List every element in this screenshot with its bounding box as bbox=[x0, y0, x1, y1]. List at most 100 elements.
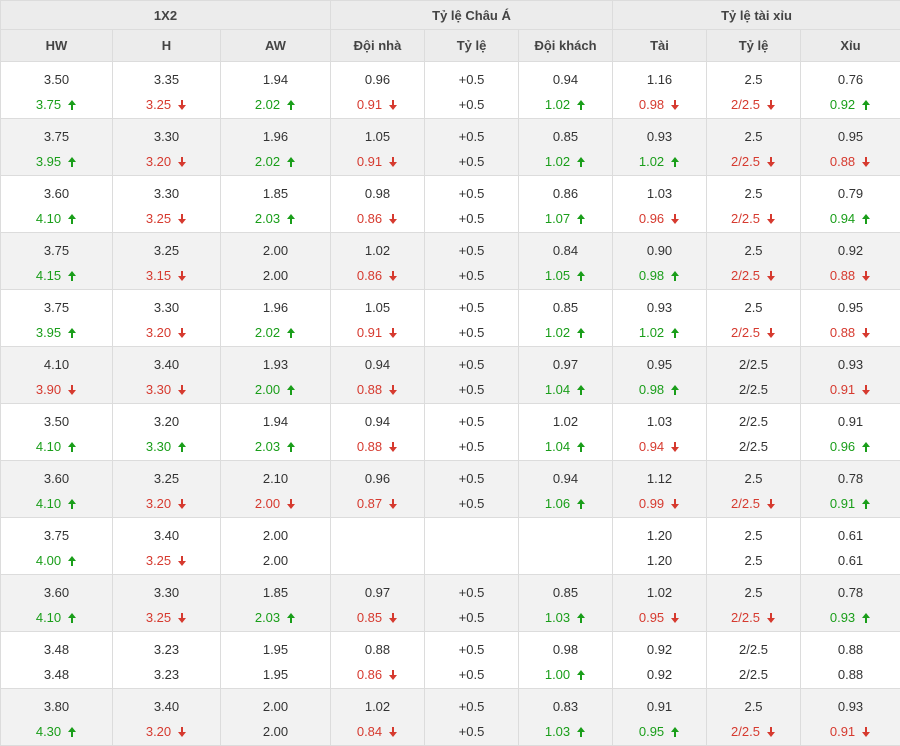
current-value-text: 2/2.5 bbox=[731, 154, 760, 169]
opening-value: 0.79 bbox=[801, 181, 900, 206]
odds-cell: +0.5+0.5 bbox=[425, 233, 519, 290]
current-value-text: 0.91 bbox=[357, 325, 382, 340]
current-value-text: 0.84 bbox=[357, 724, 382, 739]
current-value: 2/2.5 bbox=[707, 719, 800, 744]
current-value: 1.03 bbox=[519, 605, 612, 630]
current-value-text: 2.00 bbox=[263, 724, 288, 739]
arrow-down-icon bbox=[388, 92, 398, 117]
current-value-text: 4.00 bbox=[36, 553, 61, 568]
current-value: 2/2.5 bbox=[707, 263, 800, 288]
column-header-row: HW H AW Đội nhà Tỷ lệ Đội khách Tài Tỷ l… bbox=[1, 30, 900, 62]
opening-value: 3.75 bbox=[1, 523, 112, 548]
current-value-text: 0.87 bbox=[357, 496, 382, 511]
current-value: 0.91 bbox=[801, 491, 900, 516]
arrow-down-icon bbox=[766, 206, 776, 231]
current-value-text: 4.10 bbox=[36, 439, 61, 454]
arrow-up-icon bbox=[67, 491, 77, 516]
current-value-text: 3.90 bbox=[36, 382, 61, 397]
current-value-text: 2.03 bbox=[255, 211, 280, 226]
opening-value: 2.00 bbox=[221, 523, 330, 548]
current-value: 3.48 bbox=[1, 662, 112, 687]
opening-value: 3.80 bbox=[1, 694, 112, 719]
opening-value: 0.91 bbox=[613, 694, 706, 719]
current-value: 0.86 bbox=[331, 662, 424, 687]
current-value-text: 0.86 bbox=[357, 211, 382, 226]
arrow-up-icon bbox=[286, 149, 296, 174]
opening-value: 1.96 bbox=[221, 124, 330, 149]
current-value-text: 0.86 bbox=[357, 667, 382, 682]
current-value-text: 0.88 bbox=[357, 439, 382, 454]
odds-cell: +0.5+0.5 bbox=[425, 347, 519, 404]
current-value-text: 3.20 bbox=[146, 154, 171, 169]
opening-value bbox=[331, 523, 424, 548]
arrow-up-icon bbox=[286, 320, 296, 345]
current-value: 1.04 bbox=[519, 377, 612, 402]
opening-value: +0.5 bbox=[425, 352, 518, 377]
arrow-up-icon bbox=[861, 434, 871, 459]
current-value: 4.30 bbox=[1, 719, 112, 744]
opening-value: 1.95 bbox=[221, 637, 330, 662]
current-value-text: 0.91 bbox=[357, 154, 382, 169]
current-value: 1.00 bbox=[519, 662, 612, 687]
opening-value: 1.96 bbox=[221, 295, 330, 320]
current-value-text: 3.25 bbox=[146, 610, 171, 625]
arrow-down-icon bbox=[177, 605, 187, 630]
arrow-up-icon bbox=[67, 548, 77, 573]
current-value-text: 1.03 bbox=[545, 610, 570, 625]
arrow-up-icon bbox=[67, 206, 77, 231]
current-value-text: 4.10 bbox=[36, 496, 61, 511]
opening-value: 3.75 bbox=[1, 238, 112, 263]
odds-cell: 3.75 4.00 bbox=[1, 518, 113, 575]
current-value-text: 3.95 bbox=[36, 154, 61, 169]
arrow-up-icon bbox=[576, 662, 586, 687]
current-value: +0.5 bbox=[425, 92, 518, 117]
current-value-text: 2.00 bbox=[263, 553, 288, 568]
arrow-up-icon bbox=[286, 605, 296, 630]
arrow-up-icon bbox=[861, 206, 871, 231]
opening-value: 0.86 bbox=[519, 181, 612, 206]
opening-value: 3.50 bbox=[1, 409, 112, 434]
opening-value: +0.5 bbox=[425, 67, 518, 92]
current-value: 2.00 bbox=[221, 263, 330, 288]
current-value bbox=[331, 548, 424, 573]
current-value: 0.98 bbox=[613, 92, 706, 117]
arrow-up-icon bbox=[286, 434, 296, 459]
opening-value: 1.02 bbox=[331, 238, 424, 263]
opening-value: 2.5 bbox=[707, 295, 800, 320]
opening-value: 0.95 bbox=[801, 295, 900, 320]
current-value: 3.95 bbox=[1, 149, 112, 174]
arrow-down-icon bbox=[670, 206, 680, 231]
current-value: 0.88 bbox=[331, 377, 424, 402]
current-value: 0.91 bbox=[331, 149, 424, 174]
current-value-text: 2.02 bbox=[255, 97, 280, 112]
current-value-text: +0.5 bbox=[459, 325, 485, 340]
opening-value: 1.12 bbox=[613, 466, 706, 491]
arrow-up-icon bbox=[670, 719, 680, 744]
current-value: 0.87 bbox=[331, 491, 424, 516]
current-value-text: 1.95 bbox=[263, 667, 288, 682]
opening-value: 0.76 bbox=[801, 67, 900, 92]
arrow-down-icon bbox=[766, 719, 776, 744]
current-value-text: 2.00 bbox=[255, 496, 280, 511]
opening-value: 0.92 bbox=[613, 637, 706, 662]
current-value: +0.5 bbox=[425, 206, 518, 231]
